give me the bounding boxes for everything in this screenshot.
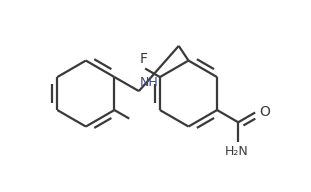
Text: H₂N: H₂N (225, 145, 249, 158)
Text: NH: NH (140, 76, 159, 89)
Text: F: F (140, 52, 148, 66)
Text: O: O (260, 105, 271, 119)
